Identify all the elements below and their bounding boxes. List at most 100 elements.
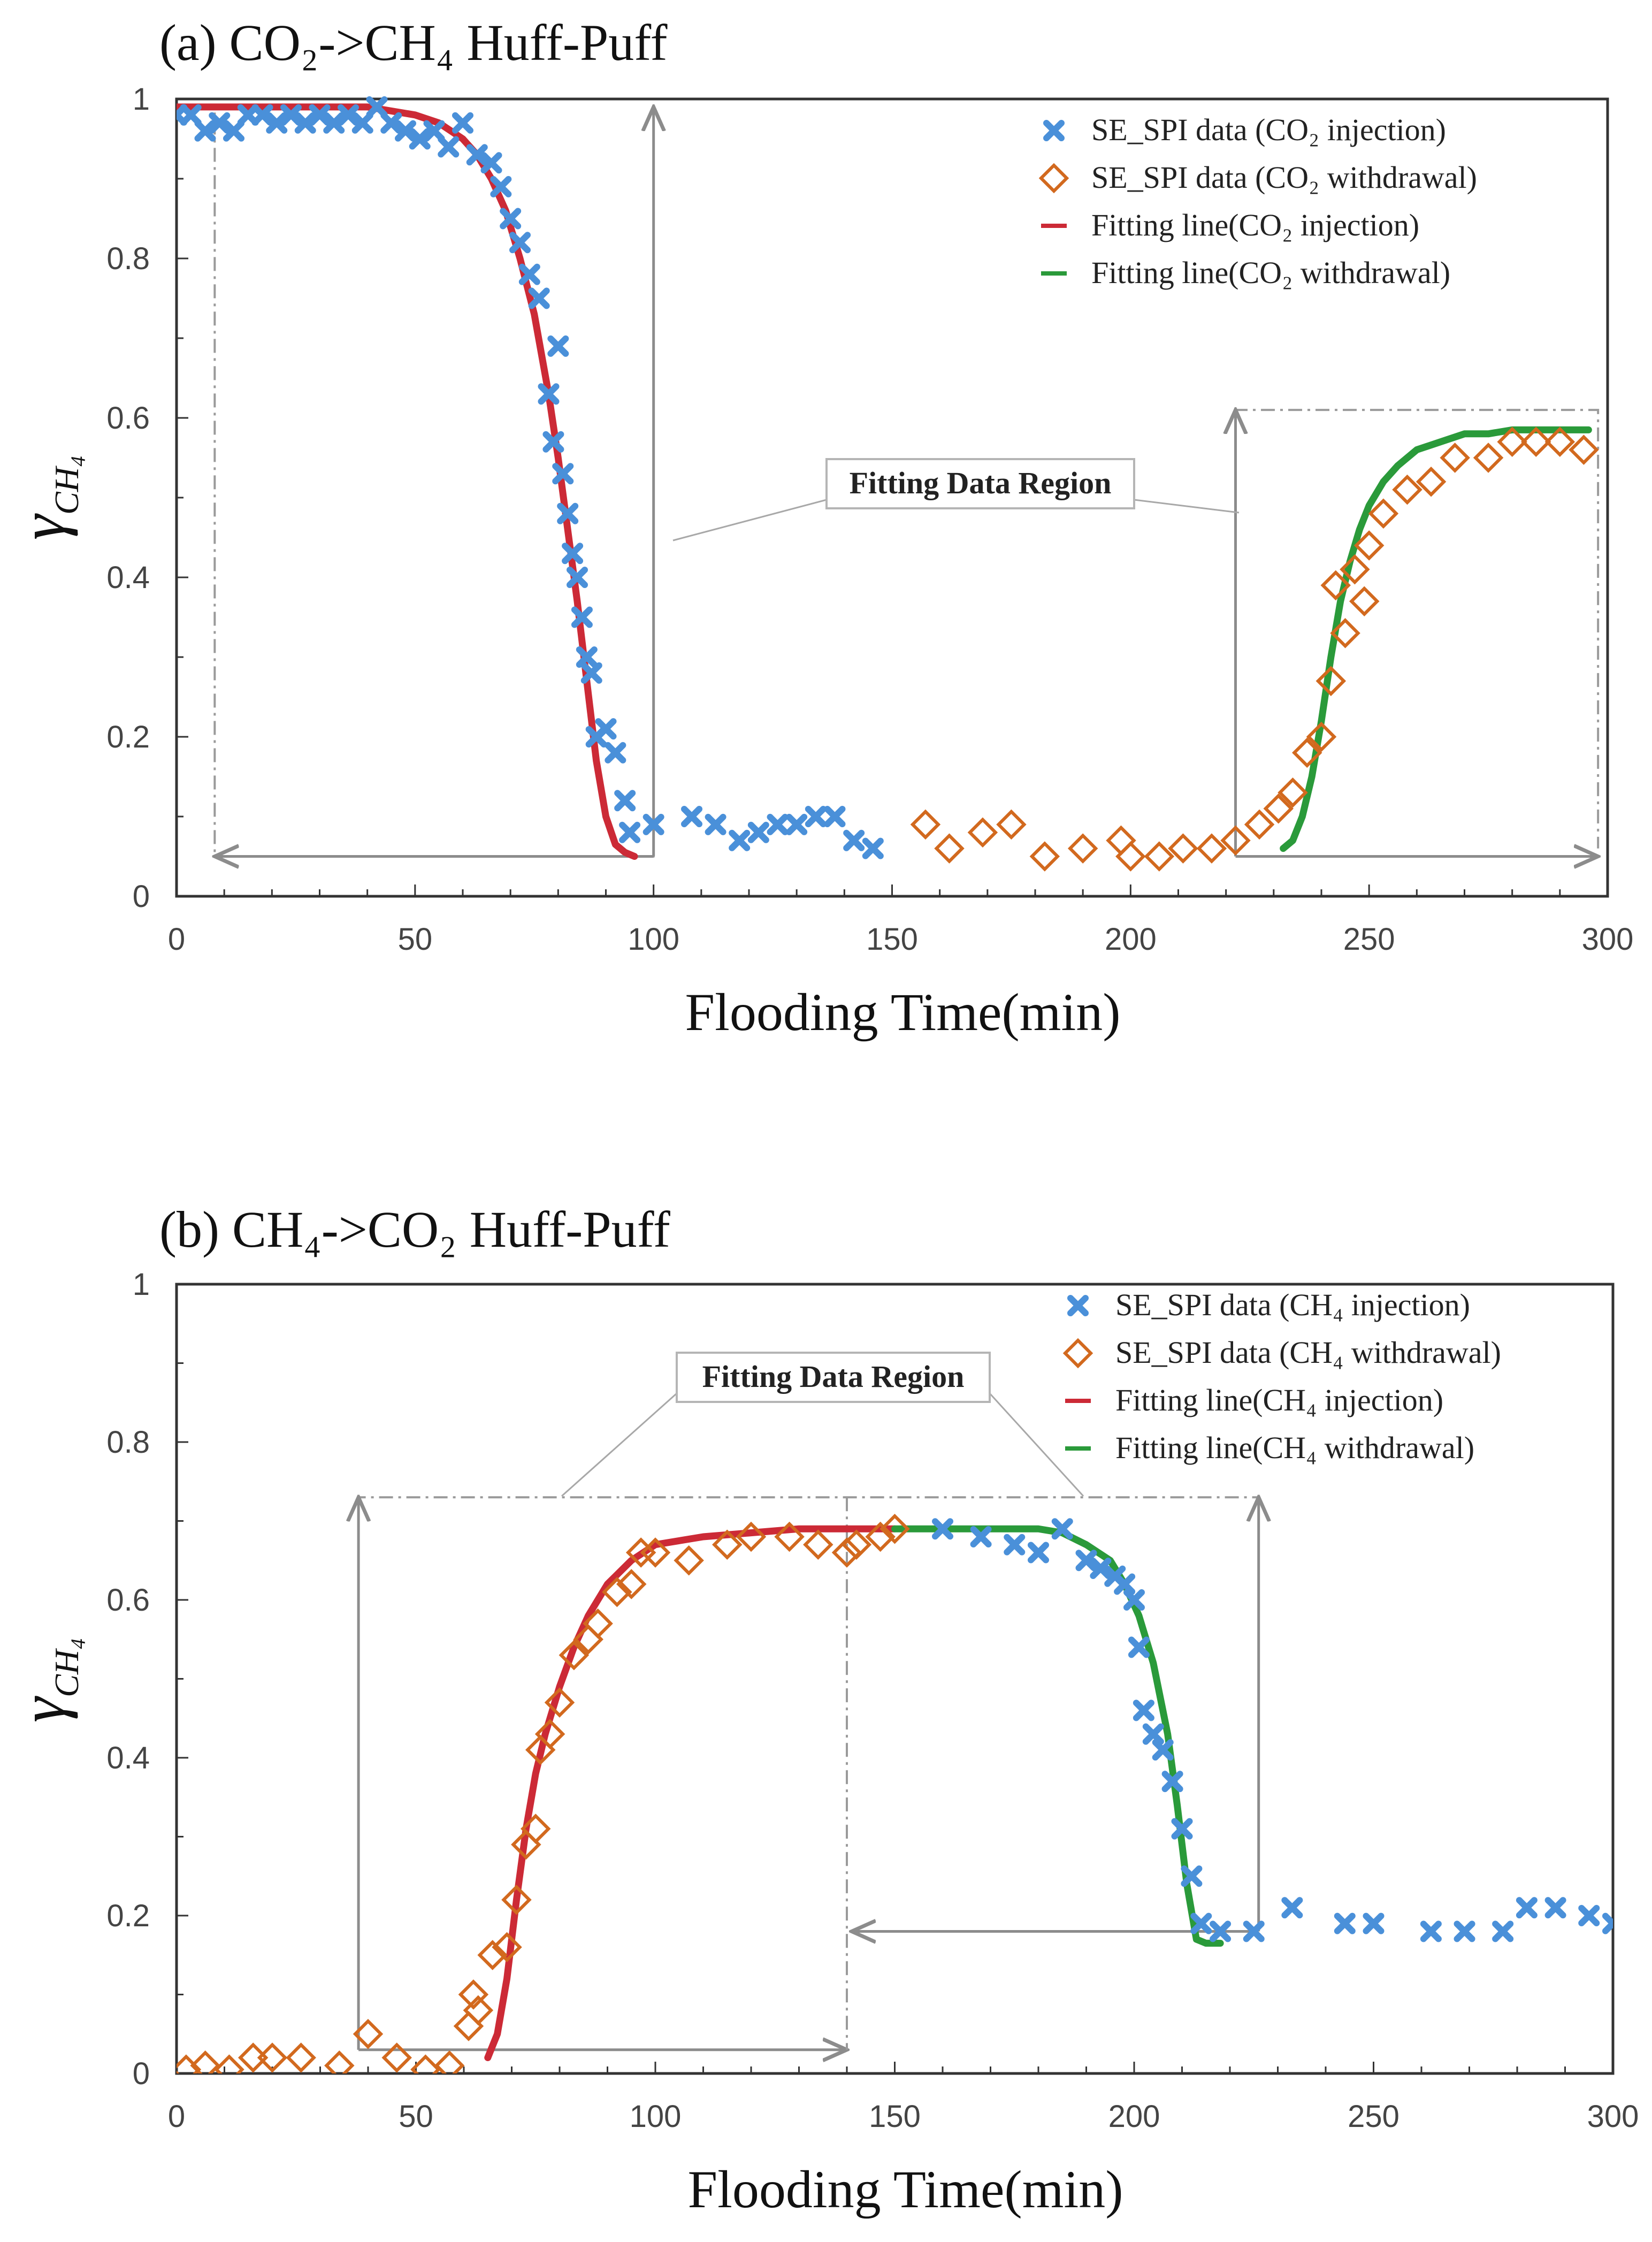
- data-point-diamond: [625, 1537, 656, 1568]
- legend-label: SE_SPI data (CH₄ withdrawal): [1115, 1335, 1501, 1370]
- scatter-series-1: [177, 1514, 910, 2073]
- data-point-x: [562, 543, 584, 565]
- data-point-diamond: [521, 1813, 551, 1844]
- data-point-diamond: [1306, 721, 1337, 752]
- data-point-diamond: [1497, 426, 1527, 457]
- data-point-diamond: [238, 2042, 269, 2073]
- y-tick-label: 0.4: [106, 1741, 150, 1775]
- data-point-x: [538, 383, 560, 405]
- annotation-label: Fitting Data Region: [850, 466, 1112, 500]
- data-point-x: [1281, 1897, 1303, 1919]
- data-point-x: [480, 152, 502, 174]
- data-point-x: [729, 829, 751, 851]
- data-point-diamond: [353, 2019, 384, 2049]
- data-point-diamond: [1244, 809, 1275, 840]
- plot-area: [177, 1514, 1613, 2073]
- data-point-diamond: [1196, 833, 1227, 864]
- legend-label: SE_SPI data (CO₂ withdrawal): [1091, 160, 1477, 195]
- data-point-x: [280, 104, 302, 126]
- data-point-x: [681, 806, 702, 827]
- data-point-diamond: [1392, 474, 1422, 505]
- legend-marker-x: [1043, 120, 1065, 141]
- data-point-x: [1028, 1542, 1049, 1564]
- data-point-diamond: [583, 1608, 613, 1639]
- data-point-x: [567, 567, 588, 588]
- data-point-x: [619, 821, 641, 843]
- y-axis-symbol: γ: [7, 1696, 78, 1722]
- x-tick-label: 50: [398, 922, 433, 957]
- data-point-x: [805, 806, 827, 827]
- chart-panel-b: (b) CH₄->CO₂ Huff-Puff 0 50 100 150 200 250 300…: [7, 1201, 1639, 2219]
- data-point-diamond: [1106, 825, 1136, 856]
- annotation-leader: [561, 1392, 677, 1497]
- data-point-diamond: [1115, 841, 1146, 872]
- x-tick-label: 300: [1582, 922, 1634, 957]
- legend-label: Fitting line(CO₂ injection): [1091, 208, 1419, 242]
- data-point-x: [705, 813, 726, 835]
- data-point-diamond: [1144, 841, 1175, 872]
- data-point-x: [309, 104, 331, 126]
- data-point-x: [1363, 1912, 1385, 1934]
- data-point-x: [1243, 1920, 1265, 1942]
- data-point-diamond: [1029, 841, 1060, 872]
- y-tick-label: 0.8: [106, 241, 150, 276]
- x-tick-label: 100: [628, 922, 679, 957]
- data-point-x: [1578, 1905, 1600, 1926]
- data-point-x: [223, 120, 244, 142]
- data-point-x: [380, 112, 402, 134]
- data-point-diamond: [774, 1521, 805, 1552]
- data-point-x: [1171, 1818, 1193, 1840]
- data-point-x: [409, 128, 431, 150]
- data-point-x: [266, 112, 288, 134]
- data-point-x: [528, 287, 550, 309]
- fit-line-series-2: [484, 1525, 898, 2061]
- data-point-x: [932, 1518, 953, 1540]
- data-point-diamond: [1473, 443, 1504, 473]
- y-tick-label: 0.8: [106, 1425, 150, 1460]
- chart-panel-a: (a) CO₂->CH₄ Huff-Puff 0 50 100 150 200 250 300…: [7, 14, 1633, 1042]
- data-point-x: [605, 742, 626, 764]
- y-tick-label: 0.6: [106, 1583, 150, 1618]
- data-point-x: [571, 606, 593, 628]
- fitting-data-region: [358, 1497, 1259, 2050]
- data-point-x: [1516, 1897, 1538, 1919]
- data-point-diamond: [865, 1521, 896, 1552]
- data-point-x: [1334, 1912, 1356, 1934]
- legend-label: SE_SPI data (CO₂ injection): [1091, 112, 1446, 147]
- data-point-x: [1051, 1518, 1073, 1540]
- data-point-diamond: [214, 2054, 244, 2073]
- legend: SE_SPI data (CH₄ injection) SE_SPI data (…: [1062, 1287, 1501, 1465]
- data-point-diamond: [1569, 434, 1599, 465]
- data-point-diamond: [736, 1521, 767, 1552]
- data-point-x: [1142, 1723, 1164, 1745]
- data-point-diamond: [324, 2050, 355, 2073]
- data-point-x: [452, 112, 473, 134]
- data-point-diamond: [381, 2042, 412, 2073]
- data-point-diamond: [910, 809, 941, 840]
- annotation-label: Fitting Data Region: [702, 1359, 965, 1394]
- data-point-diamond: [492, 1932, 522, 1963]
- data-point-diamond: [190, 2050, 220, 2073]
- x-tick-label: 150: [866, 922, 918, 957]
- scatter-series-1: [910, 426, 1599, 872]
- data-point-x: [542, 431, 564, 453]
- fit-line-series-2: [177, 103, 638, 860]
- data-point-x: [1420, 1920, 1442, 1942]
- annotation-box: [676, 1352, 991, 1403]
- y-tick-label: 1: [133, 1267, 150, 1302]
- data-point-x: [438, 136, 460, 158]
- chart-title: (b) CH₄->CO₂ Huff-Puff: [159, 1201, 670, 1258]
- y-axis-title: γCH₄: [7, 455, 86, 540]
- x-axis-title: Flooding Time(min): [687, 2160, 1123, 2219]
- x-tick-label: 0: [168, 2099, 185, 2134]
- data-point-diamond: [1320, 570, 1351, 601]
- data-point-x: [595, 718, 617, 740]
- data-point-diamond: [616, 1569, 647, 1599]
- data-point-diamond: [453, 2011, 484, 2041]
- data-point-x: [1123, 1589, 1145, 1611]
- data-point-diamond: [1416, 466, 1447, 497]
- y-tick-label: 0.4: [106, 560, 150, 595]
- annotation-box: [825, 458, 1135, 509]
- annotation-leader: [672, 499, 827, 542]
